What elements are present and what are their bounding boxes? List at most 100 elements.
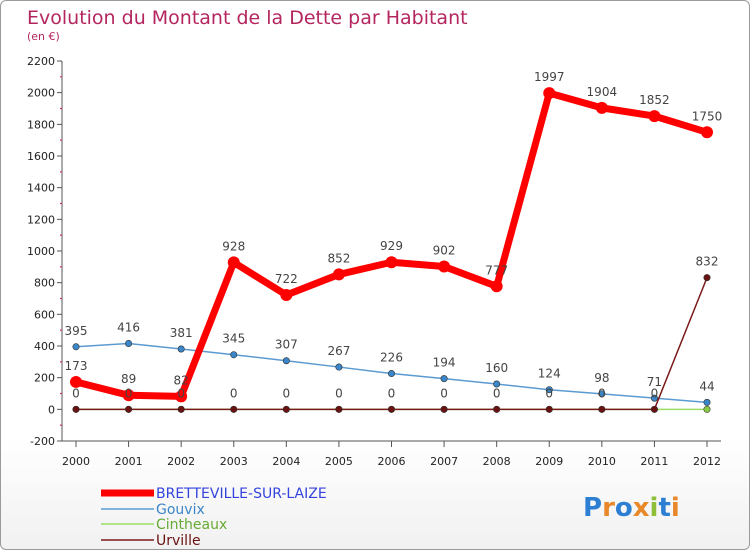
data-label: 0 bbox=[230, 386, 238, 400]
data-label: 0 bbox=[598, 386, 606, 400]
data-point bbox=[125, 339, 133, 347]
data-point bbox=[175, 390, 188, 403]
data-label: 82 bbox=[174, 373, 189, 387]
data-point bbox=[72, 343, 80, 351]
data-point bbox=[493, 380, 501, 388]
data-label: 0 bbox=[72, 386, 80, 400]
data-label: 381 bbox=[170, 326, 193, 340]
x-tick-label: 2008 bbox=[483, 455, 511, 468]
logo-text: Proxiti bbox=[583, 493, 680, 523]
data-point bbox=[230, 351, 238, 359]
y-tick-label: 1200 bbox=[27, 213, 55, 226]
legend-label: Cintheaux bbox=[156, 517, 227, 533]
proxiti-logo: Proxiti bbox=[583, 493, 680, 523]
x-tick-label: 2009 bbox=[535, 455, 563, 468]
x-tick-label: 2002 bbox=[167, 455, 195, 468]
data-point bbox=[648, 110, 661, 123]
x-tick-label: 2012 bbox=[693, 455, 721, 468]
data-point bbox=[650, 405, 658, 413]
data-point bbox=[122, 389, 135, 402]
data-point bbox=[177, 405, 185, 413]
data-label: 226 bbox=[380, 351, 403, 365]
data-point bbox=[282, 357, 290, 365]
data-label: 98 bbox=[594, 371, 609, 385]
data-label: 395 bbox=[65, 324, 88, 338]
data-point bbox=[440, 375, 448, 383]
data-point bbox=[387, 370, 395, 378]
data-point bbox=[703, 405, 711, 413]
y-tick-label: 400 bbox=[34, 340, 55, 353]
data-label: 89 bbox=[121, 372, 136, 386]
data-label: 160 bbox=[485, 361, 508, 375]
data-label: 852 bbox=[327, 251, 350, 265]
data-point bbox=[543, 87, 556, 100]
data-label: 777 bbox=[485, 263, 508, 277]
x-tick-label: 2003 bbox=[220, 455, 248, 468]
data-point bbox=[230, 405, 238, 413]
data-label: 124 bbox=[538, 367, 561, 381]
data-label: 832 bbox=[696, 255, 719, 269]
data-label: 1852 bbox=[639, 93, 670, 107]
y-tick-label: 2000 bbox=[27, 87, 55, 100]
data-point bbox=[282, 405, 290, 413]
y-tick-label: 1000 bbox=[27, 245, 55, 258]
data-label: 0 bbox=[651, 386, 659, 400]
data-labels: 173 89 82 928 722 852 929 902 777 1997 1904 1852 175… bbox=[65, 70, 723, 400]
chart-title: Evolution du Montant de la Dette par Hab… bbox=[27, 7, 468, 29]
data-label: 1750 bbox=[692, 109, 723, 123]
x-tick-label: 2011 bbox=[640, 455, 668, 468]
data-point bbox=[332, 268, 345, 281]
data-label: 929 bbox=[380, 239, 403, 253]
data-point bbox=[280, 289, 293, 302]
x-tick-label: 2001 bbox=[115, 455, 143, 468]
y-tick-label: -200 bbox=[30, 435, 55, 448]
data-label: 44 bbox=[699, 379, 714, 393]
data-point bbox=[387, 405, 395, 413]
data-label: 267 bbox=[327, 344, 350, 358]
data-point bbox=[703, 398, 711, 406]
data-point bbox=[72, 405, 80, 413]
data-point bbox=[440, 405, 448, 413]
data-point bbox=[493, 405, 501, 413]
x-tick-label: 2000 bbox=[62, 455, 90, 468]
data-label: 0 bbox=[177, 386, 185, 400]
data-label: 1904 bbox=[587, 85, 618, 99]
x-tick-label: 2007 bbox=[430, 455, 458, 468]
data-point bbox=[438, 260, 451, 273]
legend-label: Gouvix bbox=[156, 502, 205, 518]
data-label: 0 bbox=[545, 386, 553, 400]
data-point bbox=[545, 386, 553, 394]
data-point bbox=[227, 256, 240, 269]
x-tick-label: 2005 bbox=[325, 455, 353, 468]
y-tick-label: 200 bbox=[34, 372, 55, 385]
data-label: 0 bbox=[283, 386, 291, 400]
x-tick-label: 2010 bbox=[588, 455, 616, 468]
data-label: 194 bbox=[433, 356, 456, 370]
y-tick-label: 800 bbox=[34, 277, 55, 290]
data-label: 928 bbox=[222, 239, 245, 253]
data-label: 0 bbox=[388, 386, 396, 400]
data-label: 1997 bbox=[534, 70, 565, 84]
data-point bbox=[650, 394, 658, 402]
y-tick-label: 0 bbox=[48, 403, 55, 416]
chart-subtitle: (en €) bbox=[27, 30, 60, 43]
data-label: 0 bbox=[125, 386, 133, 400]
data-label: 173 bbox=[65, 359, 88, 373]
axes: -200020040060080010001200140016001800200… bbox=[27, 55, 721, 468]
y-tick-label: 1400 bbox=[27, 182, 55, 195]
data-label: 345 bbox=[222, 332, 245, 346]
data-label: 307 bbox=[275, 338, 298, 352]
data-label: 71 bbox=[647, 375, 662, 389]
data-point bbox=[701, 126, 713, 139]
y-tick-label: 600 bbox=[34, 308, 55, 321]
data-point bbox=[545, 405, 553, 413]
legend: BRETTEVILLE-SUR-LAIZEGouvixCintheauxUrvi… bbox=[101, 486, 327, 549]
data-label: 416 bbox=[117, 320, 140, 334]
data-point bbox=[595, 101, 608, 114]
data-point bbox=[335, 405, 343, 413]
data-label: 0 bbox=[493, 386, 501, 400]
series-layer bbox=[70, 87, 713, 413]
data-point bbox=[598, 390, 606, 398]
